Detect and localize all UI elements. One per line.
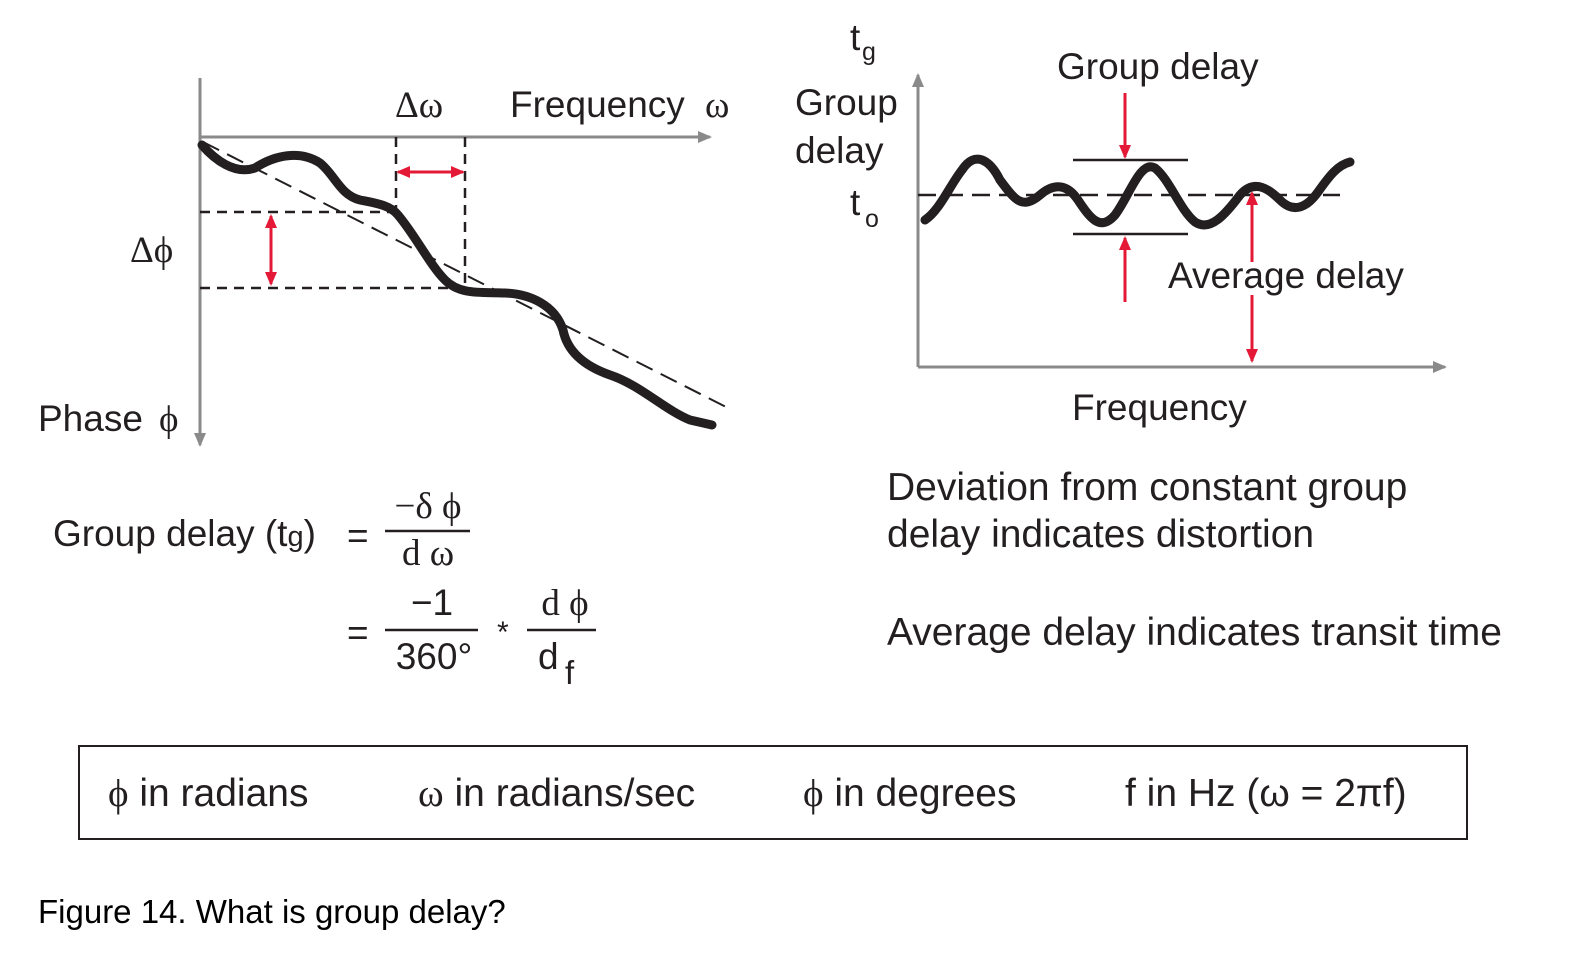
transit-time-note: Average delay indicates transit time (887, 611, 1502, 654)
unit-phi-degrees-text: in degrees (823, 772, 1017, 815)
figure-caption: Figure 14. What is group delay? (38, 893, 506, 930)
unit-omega-radians-sec: ω in radians/sec (418, 771, 695, 816)
unit-omega-symbol: ω (418, 772, 444, 815)
unit-phi-radians-text: in radians (128, 772, 309, 815)
distortion-note: Deviation from constant group delay indi… (887, 464, 1407, 558)
formula-numerator-3: d ϕ (541, 583, 588, 624)
y-axis-label-delay: delay (795, 130, 884, 171)
unit-phi-radians-symbol: ϕ (108, 772, 129, 815)
phase-diagram: Δω Frequency ω Δϕ Phase ϕ (38, 78, 729, 447)
formula-denominator-3: d (538, 636, 559, 677)
y-axis-label-group: Group (795, 82, 898, 123)
frequency-axis-label: Frequency (510, 84, 685, 125)
group-delay-annotation: Group delay (1057, 46, 1259, 87)
formula-numerator-1: −δ ϕ (394, 486, 461, 527)
x-axis-label-frequency: Frequency (1072, 387, 1247, 428)
group-delay-curve (920, 154, 1355, 230)
to-subscript: o (865, 205, 879, 233)
linear-phase-dashed-line (202, 141, 729, 409)
unit-f-hz-text: f in Hz (ω = 2πf) (1125, 772, 1407, 815)
phi-symbol: ϕ (159, 399, 178, 440)
formula-denominator-3-subscript: f (565, 654, 575, 691)
formula-lhs: Group delay (tg) (53, 513, 316, 554)
distortion-note-line-2: delay indicates distortion (887, 513, 1315, 556)
unit-phi-degrees-symbol: ϕ (803, 772, 824, 815)
phase-curve (197, 140, 717, 430)
unit-phi-radians: ϕ in radians (108, 771, 308, 816)
distortion-note-line-1: Deviation from constant group (887, 466, 1408, 509)
formula-equals-1: = (347, 515, 369, 556)
tg-subscript: g (862, 38, 876, 66)
tg-symbol: t (850, 17, 861, 58)
unit-f-hz: f in Hz (ω = 2πf) (1125, 771, 1407, 816)
group-delay-diagram: t g Group delay t o Group delay Average … (795, 17, 1447, 428)
formula-denominator-2: 360° (396, 636, 473, 677)
units-box: ϕ in radians ω in radians/sec ϕ in degre… (78, 745, 1468, 840)
phase-axis-label: Phase (38, 398, 143, 439)
formula-denominator-1: d ω (402, 533, 454, 574)
formula-equals-2: = (347, 612, 369, 653)
to-symbol: t (850, 182, 861, 223)
delta-phi-label: Δϕ (130, 230, 173, 271)
formula-lhs-subscript: g (287, 521, 303, 553)
average-delay-annotation: Average delay (1168, 255, 1404, 296)
formula-multiply: * (497, 616, 509, 649)
formula-numerator-2: −1 (411, 582, 453, 623)
group-delay-formula: Group delay (tg) = −δ ϕ d ω = −1 360° * … (53, 486, 596, 691)
unit-phi-degrees: ϕ in degrees (803, 771, 1017, 816)
unit-omega-text: in radians/sec (443, 772, 696, 815)
delta-omega-label: Δω (395, 85, 443, 126)
omega-symbol: ω (705, 85, 729, 126)
